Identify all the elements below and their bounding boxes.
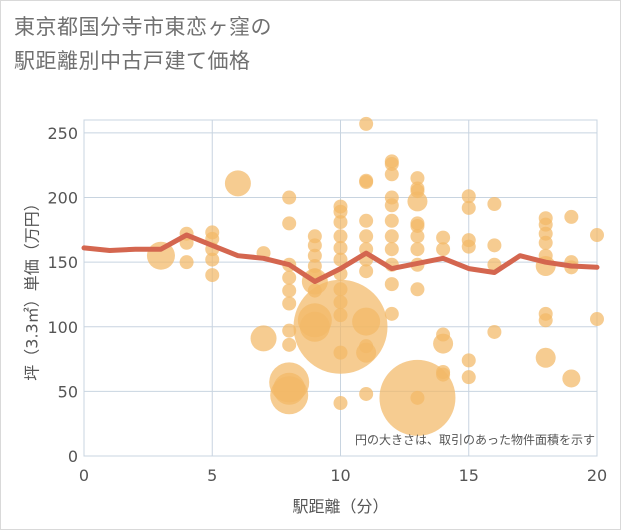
bubble-point-43: [333, 345, 348, 360]
bubble-point-89: [461, 239, 476, 254]
bubble-point-61: [384, 198, 399, 213]
bubble-point-11: [250, 325, 277, 352]
bubble-point-48: [359, 213, 374, 228]
bubble-point-64: [384, 242, 399, 257]
bubble-point-91: [461, 370, 476, 385]
bubble-point-37: [333, 252, 348, 267]
bubble-point-85: [436, 367, 451, 382]
y-tick-label-0: 0: [68, 447, 78, 466]
bubble-point-92: [487, 197, 502, 211]
bubbles-layer: [146, 116, 604, 436]
bubble-point-36: [333, 240, 348, 255]
bubble-point-34: [333, 215, 348, 230]
bubble-point-58: [384, 156, 399, 171]
bubble-point-41: [333, 308, 348, 323]
bubble-point-95: [487, 324, 502, 339]
bubble-point-80: [436, 230, 451, 245]
bubble-point-33: [333, 204, 348, 219]
bubble-point-79: [410, 390, 425, 405]
bubble-point-71: [407, 191, 428, 212]
bubble-point-12: [282, 190, 297, 205]
bubble-point-31: [299, 311, 330, 342]
bubble-point-110: [590, 312, 604, 327]
bubble-point-104: [535, 347, 556, 368]
bubble-point-17: [282, 296, 297, 311]
y-tick-label-250: 250: [47, 124, 78, 143]
bubble-point-103: [538, 313, 553, 328]
bubble-point-54: [359, 339, 374, 354]
bubble-point-105: [564, 209, 579, 224]
bubble-point-93: [487, 238, 502, 253]
trend-line-layer: [81, 232, 600, 284]
bubble-point-75: [410, 242, 425, 257]
bubble-point-39: [333, 282, 348, 297]
y-tick-label-150: 150: [47, 253, 78, 272]
average-price-line: [81, 232, 600, 284]
x-tick-label-20: 20: [587, 466, 607, 485]
bubble-point-62: [384, 213, 399, 228]
chart-title: 東京都国分寺市東恋ヶ窪の 駅距離別中古戸建て価格: [14, 10, 272, 78]
bubble-point-19: [282, 337, 297, 352]
bubble-point-24: [307, 238, 322, 253]
x-tick-label-5: 5: [207, 466, 217, 485]
bubble-point-70: [410, 184, 425, 199]
bubble-point-3: [179, 255, 194, 270]
x-tick-label-15: 15: [459, 466, 479, 485]
bubble-point-44: [333, 396, 348, 411]
bubble-point-90: [461, 353, 476, 368]
size-annotation: 円の大きさは、取引のあった物件面積を示す: [355, 432, 595, 447]
y-tick-label-100: 100: [47, 318, 78, 337]
chart-title-line-2: 駅距離別中古戸建て価格: [14, 49, 251, 73]
bubble-point-40: [333, 295, 348, 310]
bubble-point-82: [436, 327, 451, 342]
y-axis-label: 坪（3.3㎡）単価（万円）: [23, 195, 42, 380]
bubble-point-108: [562, 369, 581, 388]
bubble-point-21: [273, 372, 306, 405]
bubble-point-45: [359, 116, 374, 131]
x-axis-label: 駅距離（分）: [292, 497, 388, 516]
bubble-point-8: [205, 268, 220, 283]
x-tick-label-10: 10: [330, 466, 350, 485]
bubble-point-35: [333, 229, 348, 244]
bubble-point-7: [205, 252, 220, 267]
bubble-point-63: [384, 229, 399, 244]
bubble-point-74: [410, 229, 425, 244]
bubble-point-68: [410, 171, 425, 186]
bubble-point-109: [590, 228, 604, 243]
bubble-point-15: [282, 270, 297, 285]
bubble-point-53: [352, 307, 381, 336]
bubble-point-86: [461, 189, 476, 204]
bubble-point-87: [461, 200, 476, 215]
bubble-point-73: [410, 218, 425, 233]
bubble-point-99: [538, 235, 553, 250]
bubble-point-81: [436, 242, 451, 257]
bubble-point-56: [359, 386, 374, 401]
bubble-point-66: [384, 277, 399, 292]
bubble-point-13: [282, 216, 297, 231]
bubble-point-18: [282, 323, 297, 338]
bubble-point-9: [224, 170, 251, 197]
chart-title-line-1: 東京都国分寺市東恋ヶ窪の: [14, 15, 272, 39]
bubble-point-29: [307, 283, 322, 298]
bubble-point-52: [359, 264, 374, 279]
bubble-point-47: [359, 175, 374, 190]
y-tick-label-50: 50: [58, 382, 78, 401]
bubble-point-67: [384, 306, 399, 321]
x-tick-label-0: 0: [79, 466, 89, 485]
bubble-point-49: [359, 229, 374, 244]
y-tick-label-200: 200: [47, 189, 78, 208]
bubble-point-59: [384, 167, 399, 182]
bubble-point-16: [282, 283, 297, 298]
bubble-point-77: [410, 282, 425, 297]
bubble-point-25: [307, 248, 322, 263]
